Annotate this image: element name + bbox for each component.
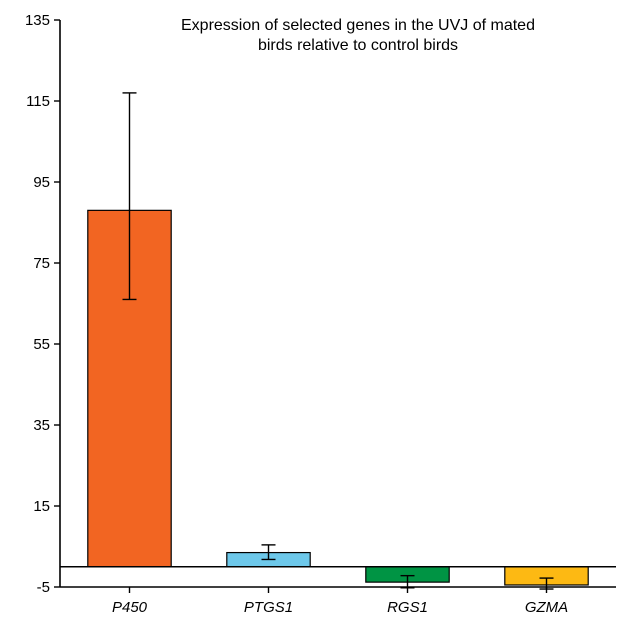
y-tick-label: 135 xyxy=(25,12,50,29)
y-tick-label: 35 xyxy=(33,417,50,434)
x-category-label: P450 xyxy=(112,599,148,616)
gene-expression-chart: -5 15 35 55 75 95 115 135 P450 PTGS1 RGS1 GZMA Expre… xyxy=(0,0,636,637)
chart-title-line2: birds relative to control birds xyxy=(258,37,458,54)
y-tick-label: 115 xyxy=(26,93,50,110)
y-tick-label: 95 xyxy=(33,174,50,191)
x-category-label: PTGS1 xyxy=(244,599,293,616)
x-category-label: RGS1 xyxy=(387,599,428,616)
y-tick-label: 55 xyxy=(33,336,50,353)
chart-svg: -5 15 35 55 75 95 115 135 P450 PTGS1 RGS1 GZMA Expre… xyxy=(0,0,636,637)
y-tick-label: 75 xyxy=(33,255,50,272)
y-tick-label: -5 xyxy=(37,579,50,596)
chart-title-line1: Expression of selected genes in the UVJ … xyxy=(181,17,535,34)
y-tick-label: 15 xyxy=(33,498,50,515)
x-category-label: GZMA xyxy=(525,599,568,616)
